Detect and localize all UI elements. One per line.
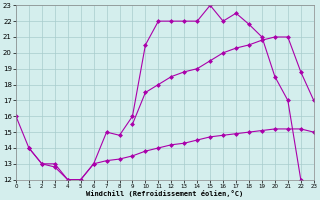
X-axis label: Windchill (Refroidissement éolien,°C): Windchill (Refroidissement éolien,°C): [86, 190, 244, 197]
